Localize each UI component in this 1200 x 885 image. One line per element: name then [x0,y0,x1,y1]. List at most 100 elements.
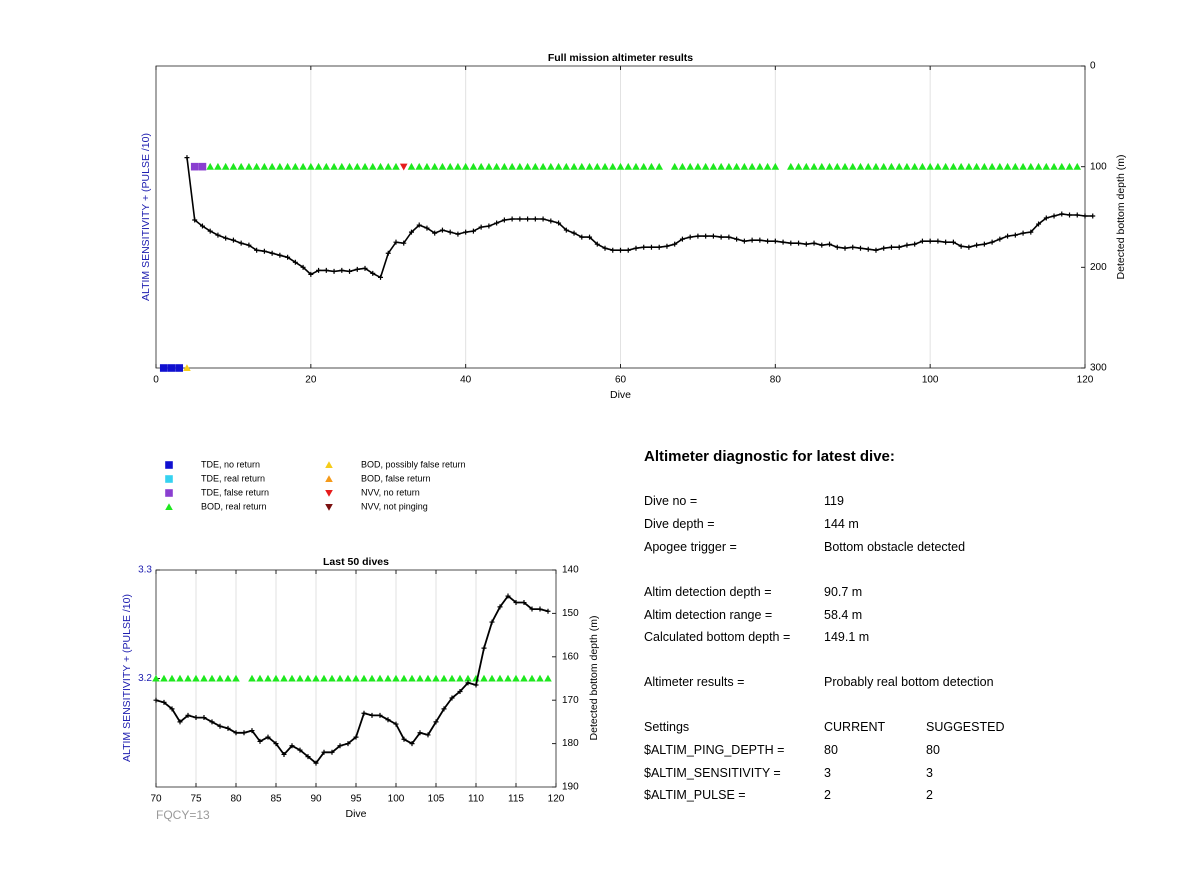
marker-bod-real-return [528,674,536,682]
marker-bod-real-return [512,674,520,682]
marker-bod-real-return [312,674,320,682]
marker-bod-real-return [168,674,176,682]
bottom-depth-point [505,593,511,599]
marker-bod-real-return [384,674,392,682]
marker-bod-real-return [686,162,694,170]
marker-nvv-no-return [399,163,408,171]
marker-bod-real-return [376,162,385,170]
bottom-depth-point [664,243,670,249]
marker-bod-real-return [817,162,826,170]
bottom-depth-point [185,712,191,718]
setting-current: 3 [824,766,831,780]
marker-bod-real-return [544,674,552,682]
bottom-depth-point [904,242,910,248]
marker-bod-real-return [432,674,440,682]
right-tick-label: 190 [562,782,579,793]
bottom-depth-point [297,747,303,753]
bottom-depth-point [865,246,871,252]
diag-row-altimeter-results: Altimeter results = Probably real bottom… [644,675,1164,693]
bottom-depth-point [695,233,701,239]
left-axis-label: ALTIM SENSITIVITY + (PULSE /10) [121,594,133,762]
bottom-depth-point [672,241,678,247]
marker-bod-real-return [655,162,664,170]
bottom-depth-point [393,239,399,245]
marker-bod-real-return [322,162,331,170]
bottom-depth-point [424,225,430,231]
marker-bod-real-return [480,674,488,682]
bottom-depth-point [734,236,740,242]
bottom-depth-point [1051,213,1057,219]
bottom-depth-point [602,245,608,251]
bottom-depth-point [888,244,894,250]
bottom-depth-point [273,741,279,747]
bottom-depth-point [354,266,360,272]
marker-bod-real-return [825,162,834,170]
bottom-depth-point [217,723,223,729]
marker-bod-real-return [440,674,448,682]
bottom-depth-point [192,217,198,223]
marker-bod-real-return [910,162,919,170]
marker-bod-real-return [330,162,338,170]
x-tick-label: 75 [190,794,202,805]
bottom-depth-point [321,749,327,755]
bottom-depth-point [225,725,231,731]
marker-bod-real-return [276,162,284,170]
diag-value: 90.7 m [824,585,863,599]
marker-bod-real-return [965,162,973,170]
marker-bod-real-return [632,162,640,170]
marker-bod-real-return [516,162,524,170]
bottom-depth-point [513,600,519,606]
x-tick-label: 120 [1077,375,1094,386]
x-axis-label: Dive [345,808,366,820]
legend-label: NVV, not pinging [361,501,428,511]
marker-bod-real-return [957,162,965,170]
marker-bod-real-return [280,674,288,682]
bottom-depth-point [529,606,535,612]
marker-bod-real-return [732,162,741,170]
marker-bod-real-return [415,162,424,170]
marker-bod-real-return [446,162,454,170]
bottom-depth-point [385,717,391,723]
diag-row-dive-no: Dive no = 119 [644,494,1164,512]
marker-bod-real-return [496,674,504,682]
chart-title: Full mission altimeter results [548,52,693,64]
marker-bod-real-return [531,162,540,170]
legend-label: TDE, false return [201,487,269,497]
bottom-depth-point [417,730,423,736]
marker-bod-real-return [416,674,424,682]
bottom-depth-line [186,157,1093,279]
marker-bod-real-return [647,162,656,170]
marker-bod-real-return [756,162,764,170]
bottom-depth-point [441,706,447,712]
marker-bod-real-return [477,162,485,170]
marker-bod-real-return [352,674,360,682]
marker-bod-real-return [709,162,718,170]
marker-bod-real-return [1057,162,1066,170]
diag-label: Calculated bottom depth = [644,630,791,644]
marker-bod-real-return [520,674,528,682]
bottom-depth-point [241,730,247,736]
marker-bod-real-return [221,162,230,170]
bottom-depth-point [416,222,422,228]
diag-row-detection-depth: Altim detection depth = 90.7 m [644,585,1164,603]
bottom-depth-point [927,238,933,244]
marker-bod-real-return [368,162,377,170]
bottom-depth-point [943,239,949,245]
marker-bod-real-return [360,674,368,682]
diag-label: Altimeter results = [644,675,745,689]
marker-bod-real-return [336,674,344,682]
marker-bod-real-return [232,674,240,682]
marker-bod-real-return [536,674,544,682]
legend-marker-nvv-no-return [325,489,333,497]
marker-bod-real-return [361,162,369,170]
bottom-depth-point [1028,229,1034,235]
x-tick-label: 100 [388,794,405,805]
bottom-depth-point [439,227,445,233]
marker-bod-real-return [344,674,352,682]
bottom-depth-line [155,594,549,765]
left-axis-label: ALTIM SENSITIVITY + (PULSE /10) [140,133,152,301]
marker-bod-real-return [872,162,880,170]
diag-label: Altim detection depth = [644,585,772,599]
bottom-depth-point [331,268,337,274]
